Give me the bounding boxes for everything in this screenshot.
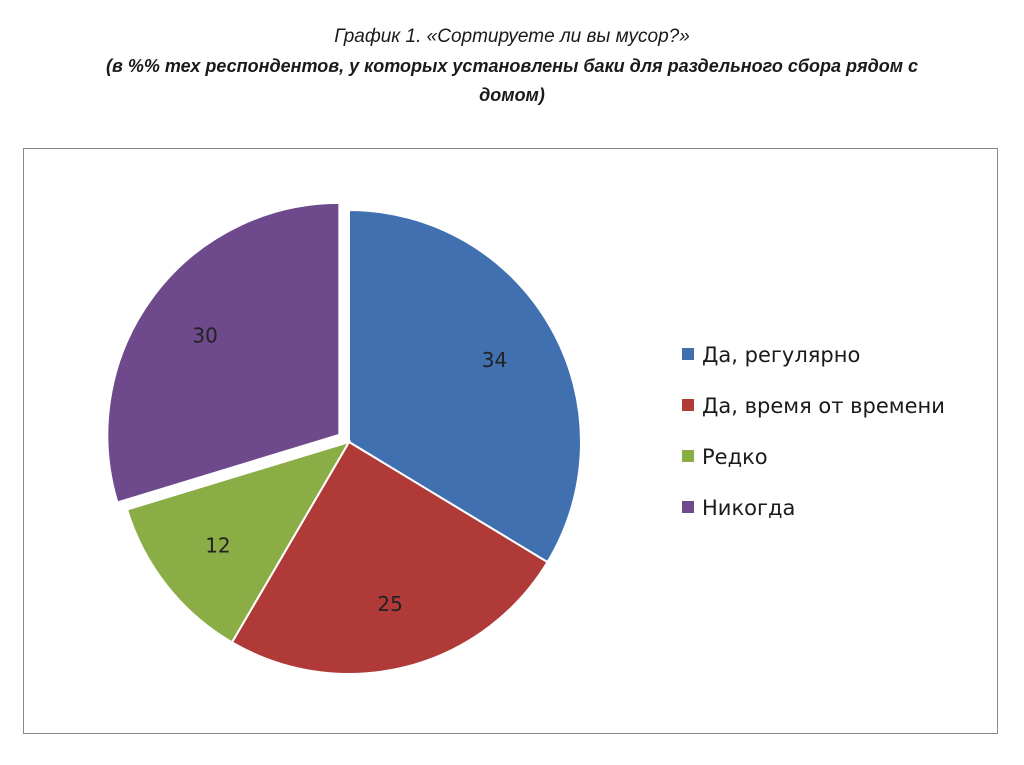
chart-subtitle-line-2: домом) (479, 85, 545, 105)
legend-swatch-3 (682, 450, 694, 462)
chart-title: График 1. «Сортируете ли вы мусор?» (334, 26, 690, 47)
legend-swatch-2 (682, 399, 694, 411)
legend-label-2: Да, время от времени (702, 394, 945, 418)
chart-subtitle-line-1: (в %% тех респондентов, у которых устано… (105, 56, 919, 76)
data-label-2: 25 (377, 592, 402, 616)
pie-slice-3 (125, 440, 352, 644)
legend-swatch-1 (682, 348, 694, 360)
legend-label-1: Да, регулярно (702, 343, 860, 367)
legend-label-4: Никогда (702, 496, 795, 520)
chart-subtitle: (в %% тех респондентов, у которых устано… (0, 52, 1024, 110)
pie-slice-4 (106, 201, 341, 504)
legend-swatch-4 (682, 501, 694, 513)
pie-slice-2 (230, 440, 549, 675)
data-label-3: 12 (205, 534, 230, 558)
chart-heading: График 1. «Сортируете ли вы мусор?» (в %… (0, 22, 1024, 110)
data-label-1: 34 (482, 348, 507, 372)
legend-label-3: Редко (702, 445, 768, 469)
pie-slice-1 (348, 208, 582, 564)
data-label-4: 30 (192, 323, 217, 347)
